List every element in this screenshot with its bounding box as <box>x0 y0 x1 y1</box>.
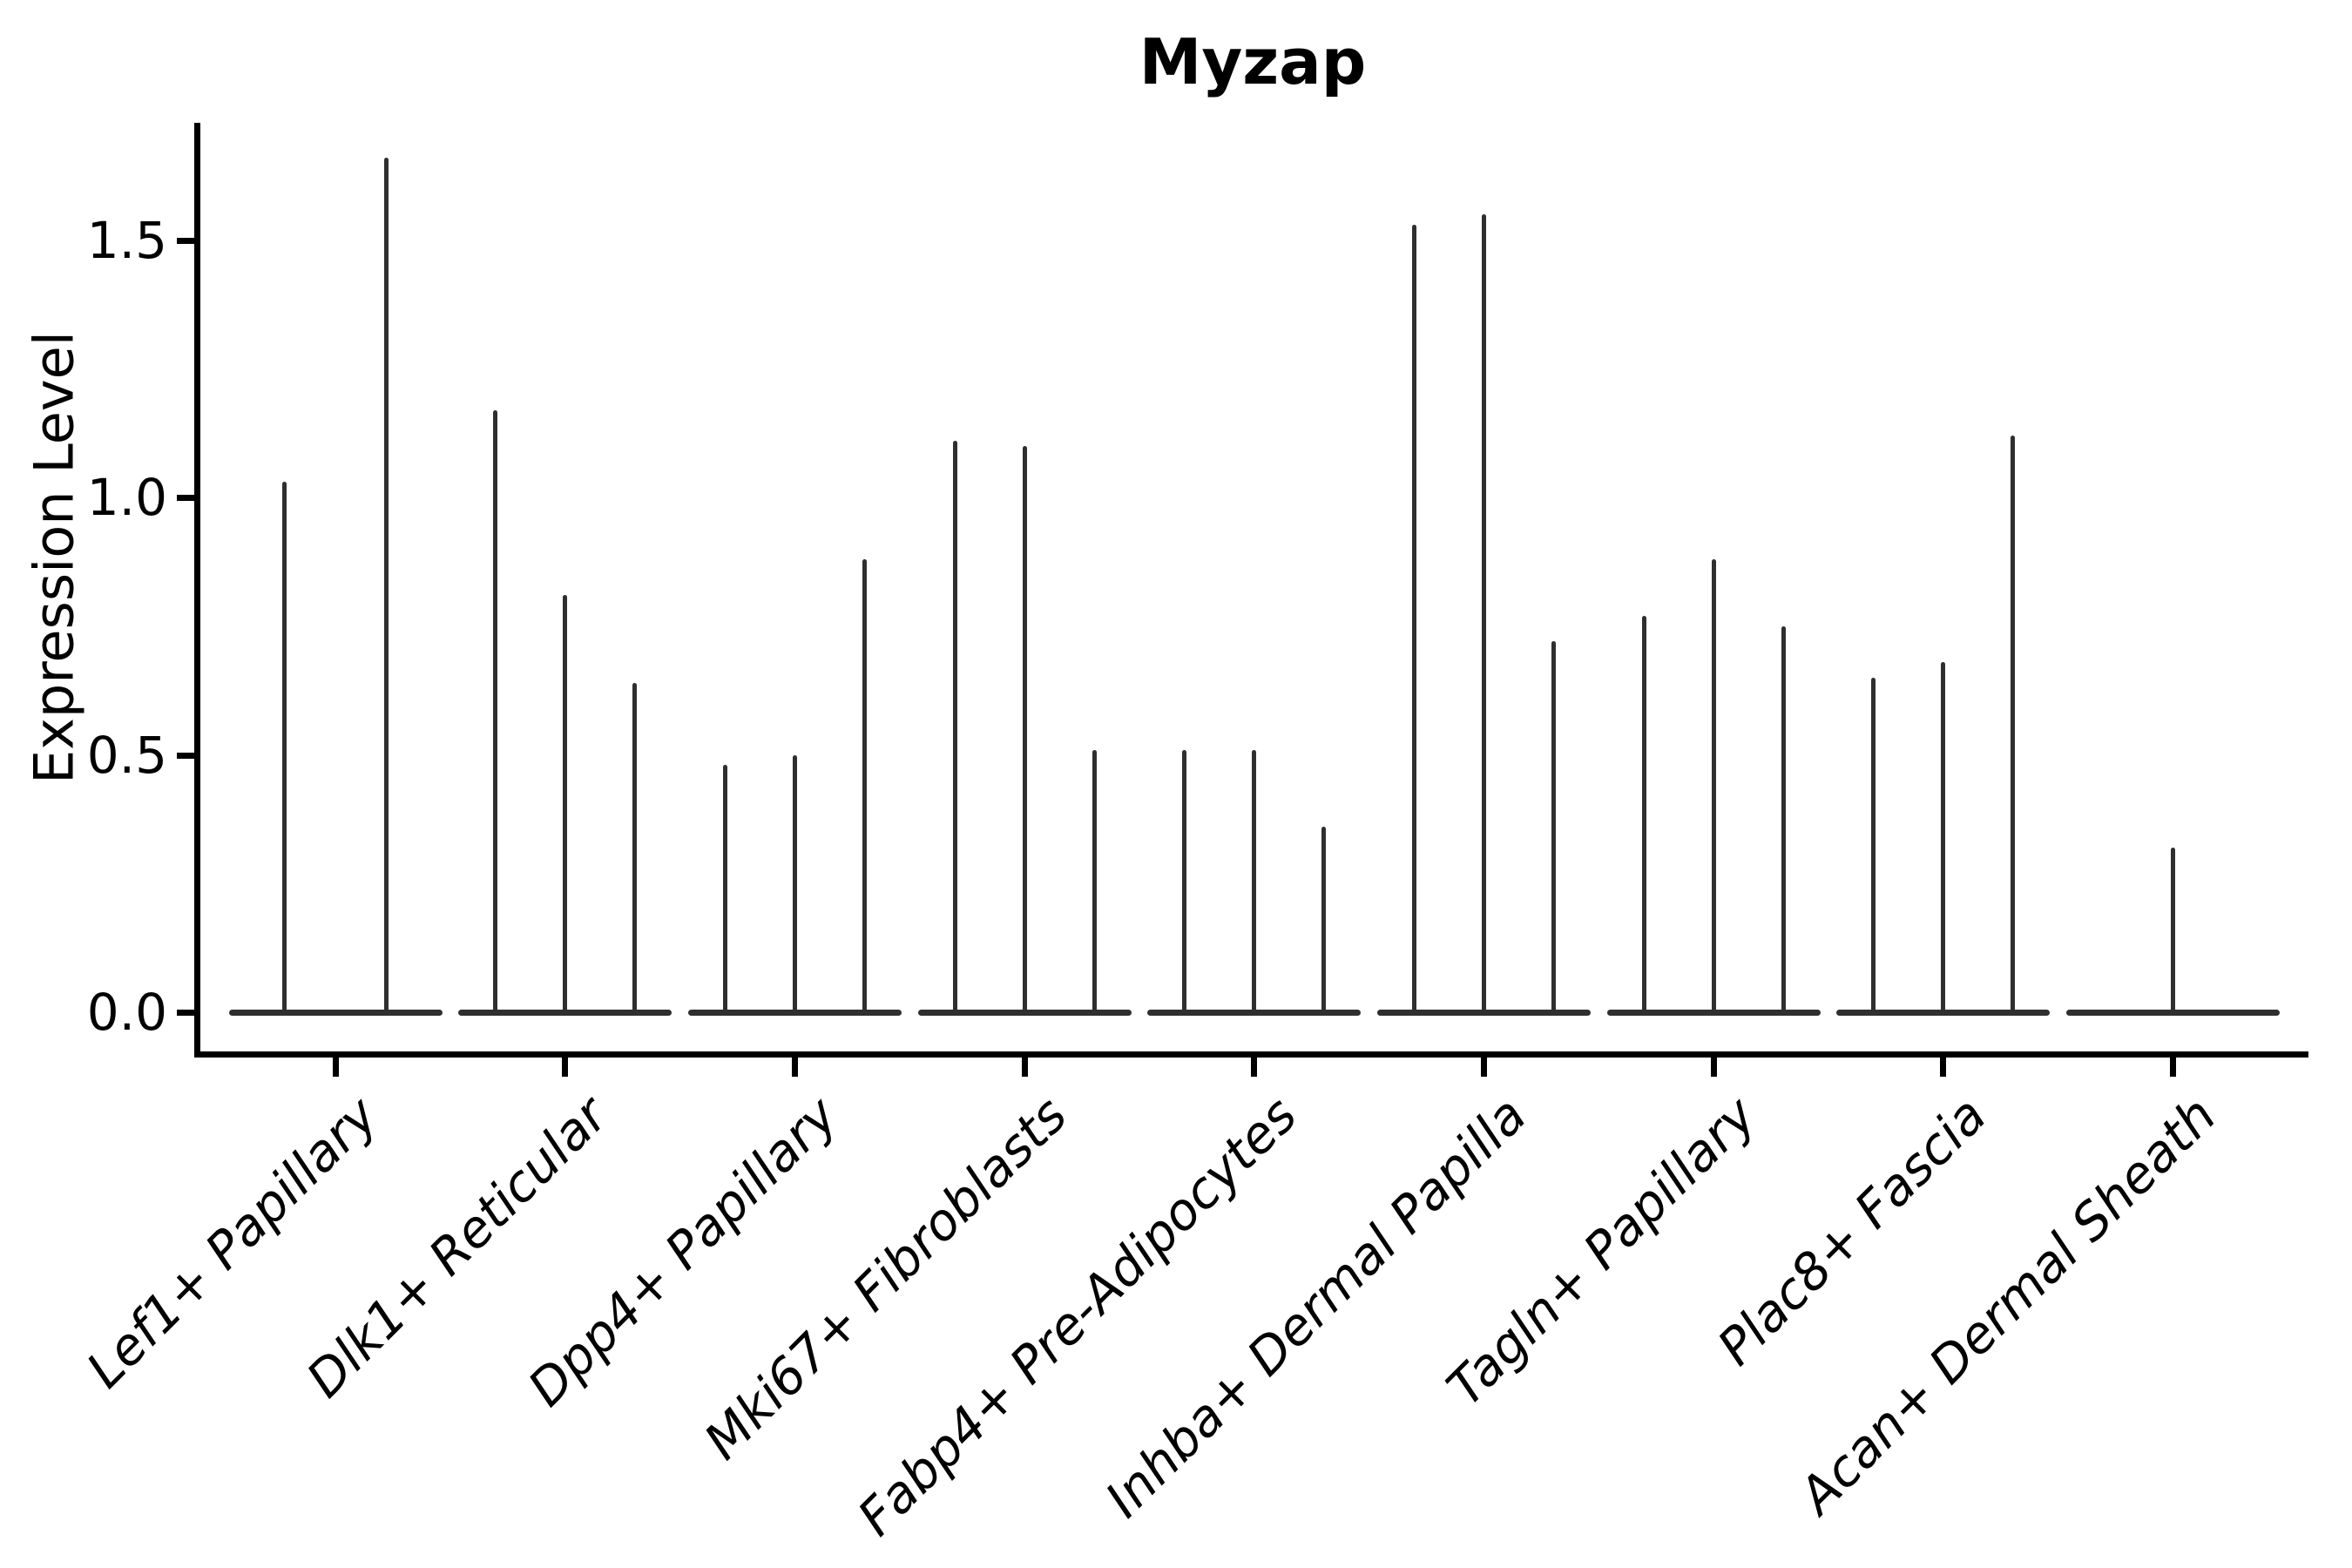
violin-spike <box>952 440 957 1015</box>
y-tick-label: 1.5 <box>86 210 167 270</box>
x-tick <box>332 1058 339 1077</box>
violin-spike <box>1182 749 1187 1015</box>
violin-spike <box>1551 641 1556 1015</box>
violin-spike <box>1641 615 1646 1015</box>
x-tick <box>791 1058 798 1077</box>
violin-spike <box>1252 749 1257 1015</box>
violin-spike <box>792 754 797 1015</box>
violin-spike <box>1412 224 1416 1015</box>
violin-spike <box>1941 662 1946 1015</box>
y-tick <box>177 495 195 501</box>
x-tick <box>1940 1058 1947 1077</box>
plot-title: Myzap <box>1139 25 1367 98</box>
violin-spike <box>493 409 498 1015</box>
x-tick <box>1481 1058 1487 1077</box>
x-tick <box>1021 1058 1028 1077</box>
violin-spike <box>1871 677 1876 1015</box>
x-axis-spine <box>194 1051 2308 1058</box>
y-tick <box>177 237 195 244</box>
violin-spike <box>1022 445 1027 1015</box>
x-tick-label: Acan+ Dermal Sheath <box>1787 1085 2227 1525</box>
violin-spike <box>281 482 287 1015</box>
y-axis-label: Expression Level <box>22 331 86 784</box>
violin-spike <box>2011 436 2016 1015</box>
y-tick-label: 0.5 <box>86 725 167 785</box>
violin-spike <box>1711 558 1716 1015</box>
violin-spike <box>1321 827 1327 1015</box>
y-tick-label: 1.0 <box>86 468 167 527</box>
violin-spike <box>1781 625 1786 1015</box>
violin-spike <box>384 157 389 1015</box>
y-tick <box>177 752 195 759</box>
y-tick-label: 0.0 <box>86 983 167 1042</box>
violin-spike <box>722 765 727 1015</box>
y-tick <box>177 1010 195 1016</box>
x-tick-label: Fabp4+ Pre-Adipocytes <box>846 1085 1308 1547</box>
violin-spike <box>862 558 867 1015</box>
y-axis-spine <box>194 123 200 1058</box>
x-tick <box>2170 1058 2177 1077</box>
x-tick <box>562 1058 569 1077</box>
violin-spike <box>1482 213 1486 1015</box>
violin-spike <box>2171 847 2176 1015</box>
x-tick-label: Inhba+ Dermal Papilla <box>1094 1085 1538 1530</box>
violin-spike <box>632 682 638 1015</box>
violin-spike <box>563 595 568 1015</box>
x-tick <box>1251 1058 1258 1077</box>
x-tick <box>1710 1058 1717 1077</box>
violin-spike <box>1092 749 1097 1015</box>
violin-baseline <box>228 1009 443 1016</box>
